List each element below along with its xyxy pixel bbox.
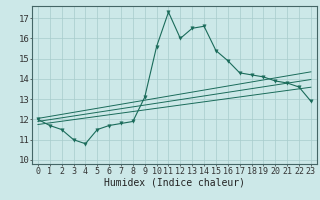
X-axis label: Humidex (Indice chaleur): Humidex (Indice chaleur)	[104, 177, 245, 187]
